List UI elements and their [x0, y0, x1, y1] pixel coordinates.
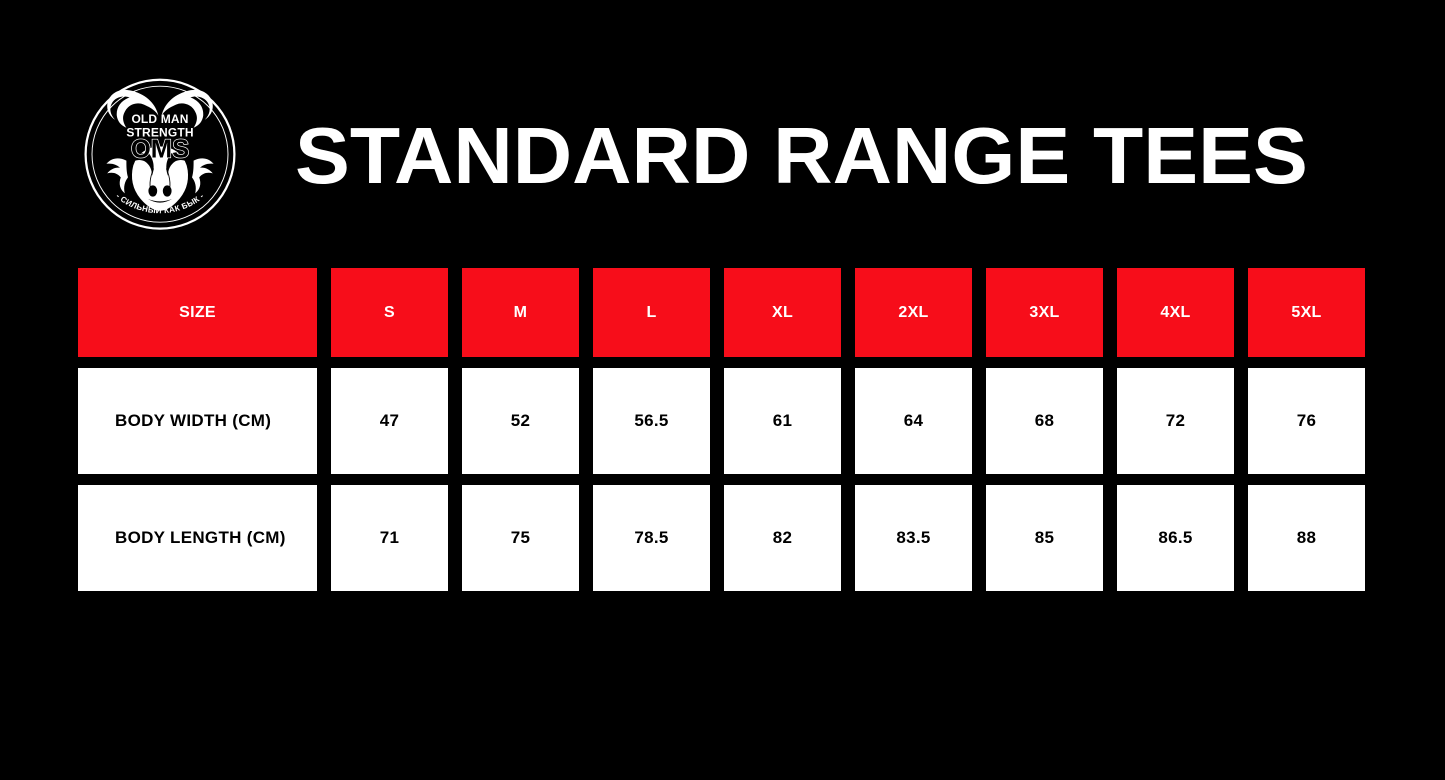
- svg-text:OLD MAN: OLD MAN: [131, 112, 188, 126]
- svg-text:OMS: OMS: [131, 135, 189, 163]
